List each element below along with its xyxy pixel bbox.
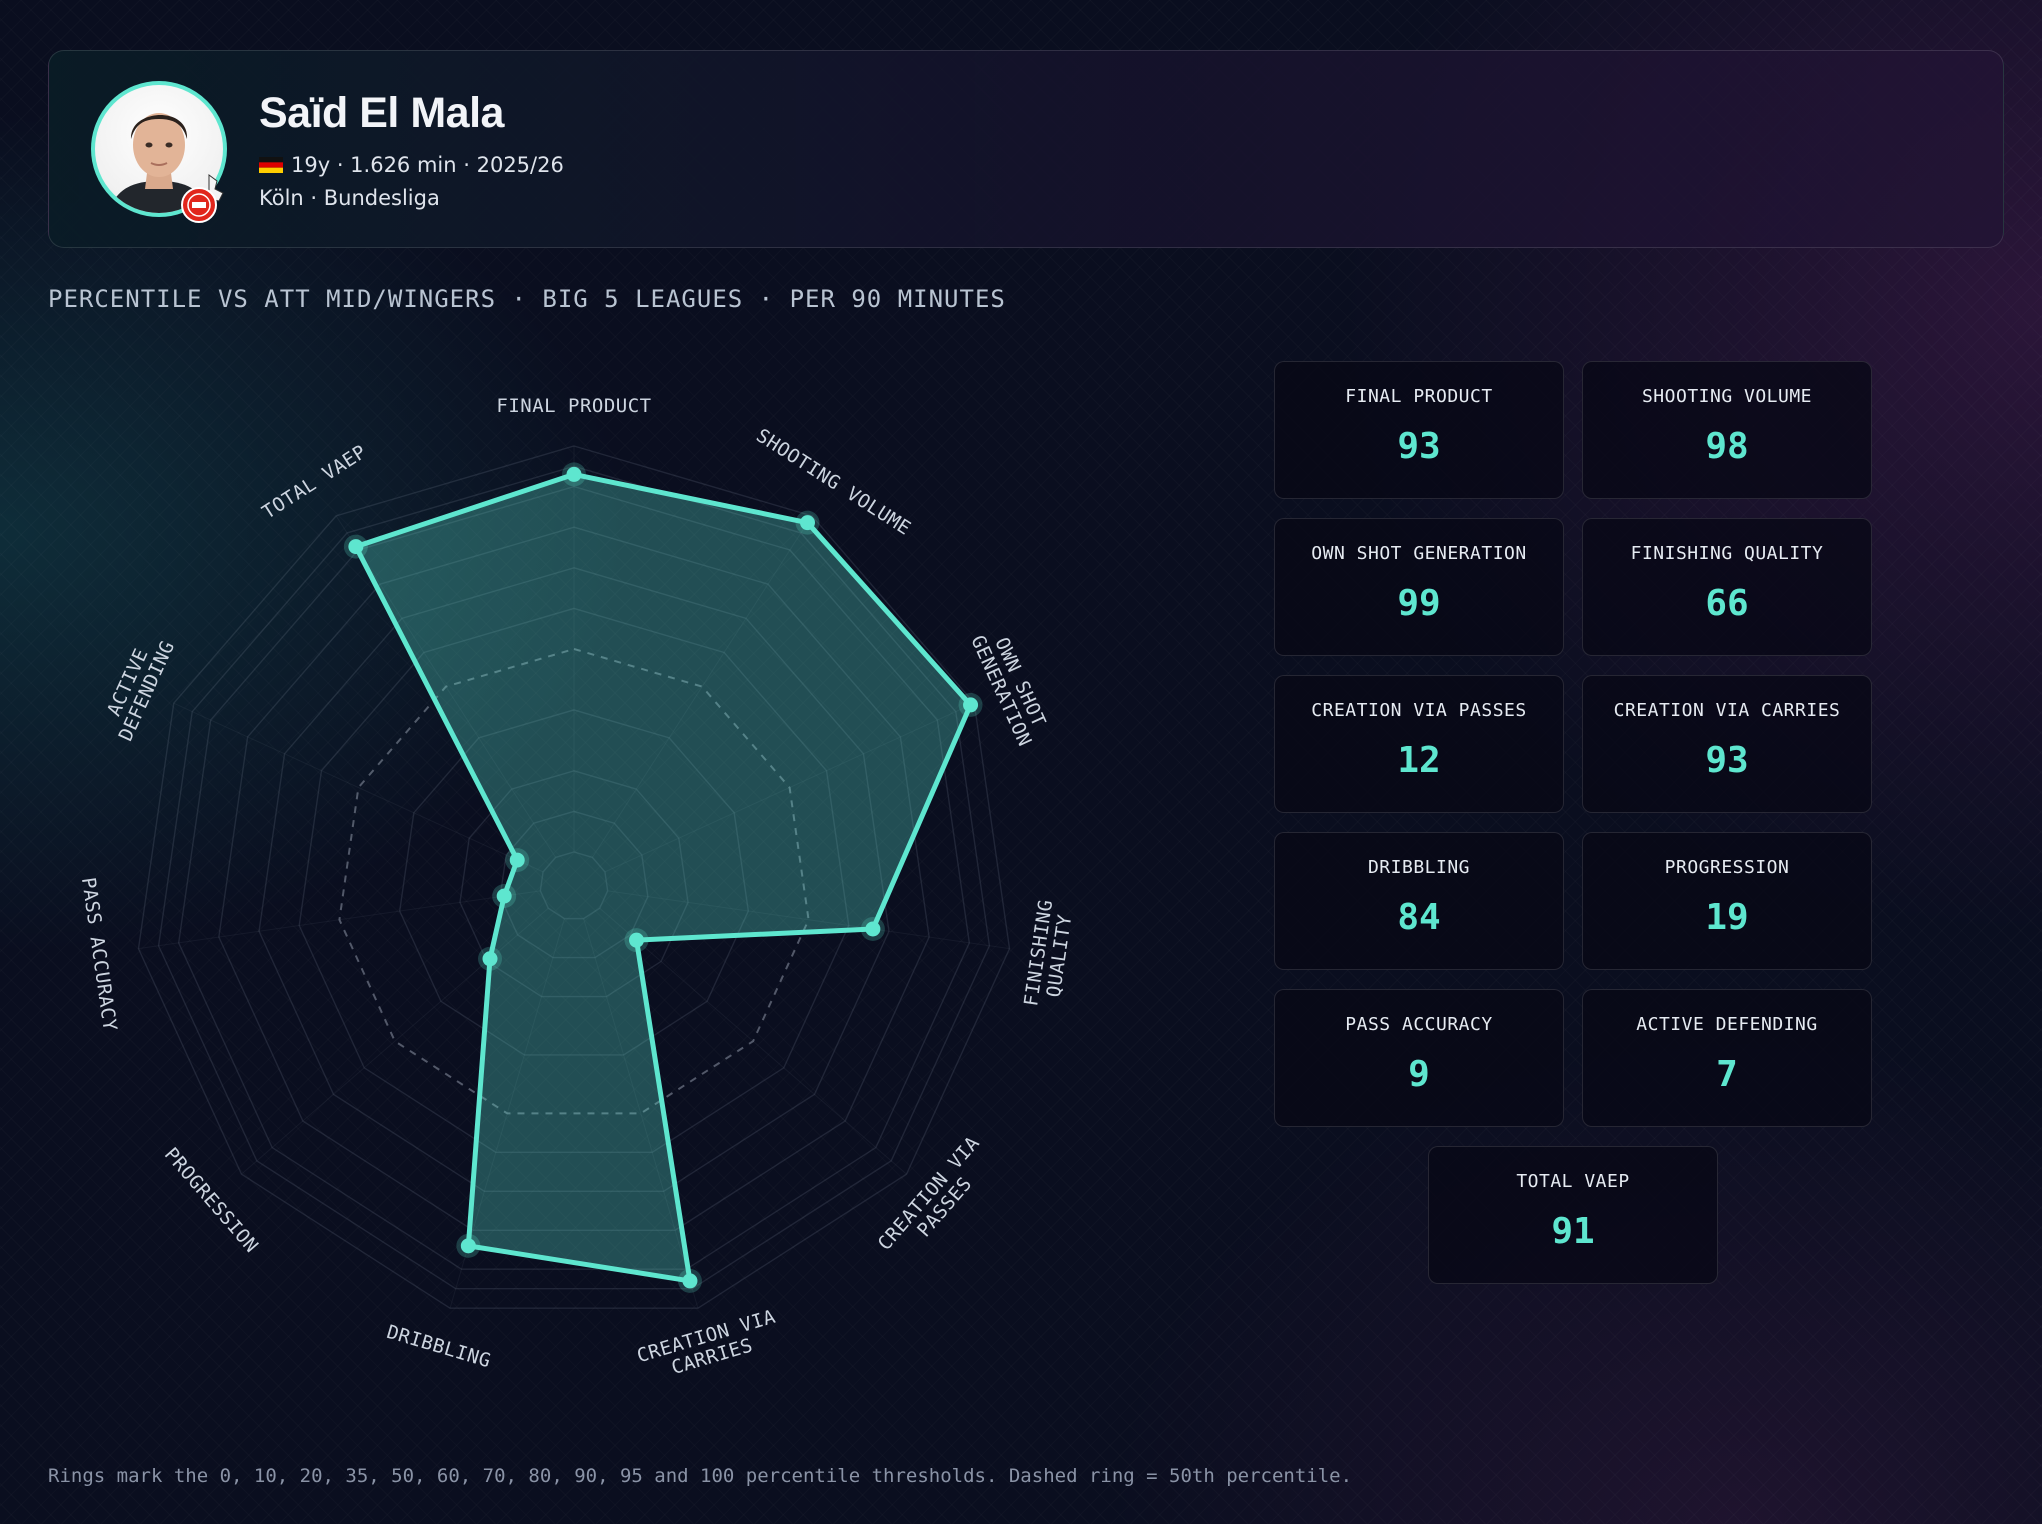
player-header-card: Saïd El Mala 19y · 1.626 min · 2025/26 K… (48, 50, 2004, 248)
stat-label: CREATION VIA PASSES (1311, 700, 1527, 721)
radar-axis-label: OWN SHOTGENERATION (967, 623, 1056, 749)
stat-value: 98 (1705, 426, 1749, 467)
stat-card: OWN SHOT GENERATION 99 (1274, 518, 1564, 656)
radar-ring-60 (298, 607, 850, 1154)
radar-spoke (591, 515, 813, 858)
stat-label: CREATION VIA CARRIES (1613, 700, 1841, 721)
radar-point (509, 852, 525, 868)
stat-card: SHOOTING VOLUME 98 (1582, 361, 1872, 499)
radar-axis-label: CREATION VIAPASSES (873, 1132, 999, 1268)
radar-axis-label: PROGRESSION (160, 1143, 263, 1257)
stat-label: DRIBBLING (1367, 857, 1471, 878)
radar-area (353, 471, 974, 1284)
radar-point (348, 539, 364, 555)
stat-label: FINAL PRODUCT (1345, 386, 1493, 407)
radar-point (629, 932, 645, 948)
stat-value: 7 (1716, 1054, 1738, 1095)
radar-spoke (173, 702, 544, 873)
stat-value: 91 (1551, 1211, 1595, 1252)
radar-point (496, 888, 512, 904)
stat-value: 19 (1705, 897, 1749, 938)
radar-points (343, 462, 983, 1293)
stat-label: OWN SHOT GENERATION (1311, 543, 1527, 564)
stat-card: CREATION VIA PASSES 12 (1274, 675, 1564, 813)
radar-point (963, 697, 979, 713)
radar-spoke (604, 702, 975, 873)
germany-flag-icon (259, 157, 283, 173)
radar-ring-70 (258, 567, 890, 1193)
player-avatar (91, 81, 227, 217)
stat-label: PROGRESSION (1664, 857, 1790, 878)
stat-label: FINISHING QUALITY (1630, 543, 1824, 564)
stat-label: TOTAL VAEP (1516, 1171, 1630, 1192)
radar-point (799, 515, 815, 531)
radar-ring-80 (218, 526, 930, 1231)
radar-spoke (241, 907, 549, 1175)
radar-point (865, 921, 881, 937)
radar-point (682, 1273, 698, 1289)
stat-card: FINAL PRODUCT 93 (1274, 361, 1564, 499)
stat-card: TOTAL VAEP 91 (1428, 1146, 1718, 1284)
footnote: Rings mark the 0, 10, 20, 35, 50, 60, 70… (48, 1465, 1353, 1487)
stat-card: CREATION VIA CARRIES 93 (1582, 675, 1872, 813)
stat-card: ACTIVE DEFENDING 7 (1582, 989, 1872, 1127)
stat-value: 93 (1397, 426, 1441, 467)
chart-subtitle: PERCENTILE VS ATT MID/WINGERS · BIG 5 LE… (48, 285, 1006, 313)
radar-spoke (138, 890, 541, 950)
radar-spoke (599, 907, 907, 1175)
stat-card: FINISHING QUALITY 66 (1582, 518, 1872, 656)
radar-ring-90 (177, 485, 971, 1270)
radar-axis-label: CREATION VIACARRIES (634, 1305, 784, 1387)
player-club-league: Köln · Bundesliga (259, 186, 440, 210)
radar-rings (137, 445, 1011, 1309)
radar-spoke (335, 515, 557, 858)
radar-spoke (583, 918, 699, 1309)
stat-value: 84 (1397, 897, 1441, 938)
player-name: Saïd El Mala (259, 89, 504, 137)
stat-card: PASS ACCURACY 9 (1274, 989, 1564, 1127)
stat-value: 66 (1705, 583, 1749, 624)
stat-value: 99 (1397, 583, 1441, 624)
radar-series-polygon (353, 471, 974, 1284)
radar-spoke (607, 890, 1010, 950)
radar-ring-95 (157, 465, 991, 1290)
stat-card: PROGRESSION 19 (1582, 832, 1872, 970)
radar-ring-35 (398, 709, 750, 1056)
stat-label: ACTIVE DEFENDING (1636, 1014, 1818, 1035)
radar-ring-50 (338, 647, 810, 1115)
radar-ring-0 (539, 851, 609, 920)
stat-card: DRIBBLING 84 (1274, 832, 1564, 970)
stat-value: 12 (1397, 740, 1441, 781)
stat-label: PASS ACCURACY (1345, 1014, 1493, 1035)
radar-axis-label: ACTIVEDEFENDING (95, 629, 179, 745)
player-meta: 19y · 1.626 min · 2025/26 (291, 153, 564, 177)
radar-axis-label: PASS ACCURACY (77, 876, 121, 1033)
radar-point (460, 1238, 476, 1254)
stat-value: 93 (1705, 740, 1749, 781)
koln-club-crest-icon (181, 174, 224, 223)
radar-axis-label: DRIBBLING (384, 1320, 493, 1371)
radar-ring-20 (459, 770, 689, 998)
radar-point (566, 466, 582, 482)
radar-spokes (138, 446, 1010, 1309)
radar-axis-label: FINISHINGQUALITY (1020, 898, 1078, 1010)
radar-ring-100 (137, 445, 1011, 1309)
stat-label: SHOOTING VOLUME (1641, 386, 1813, 407)
radar-axis-label: FINAL PRODUCT (496, 395, 651, 417)
radar-point (482, 951, 498, 967)
player-meta-line: 19y · 1.626 min · 2025/26 (259, 153, 564, 177)
stat-value: 9 (1408, 1054, 1430, 1095)
